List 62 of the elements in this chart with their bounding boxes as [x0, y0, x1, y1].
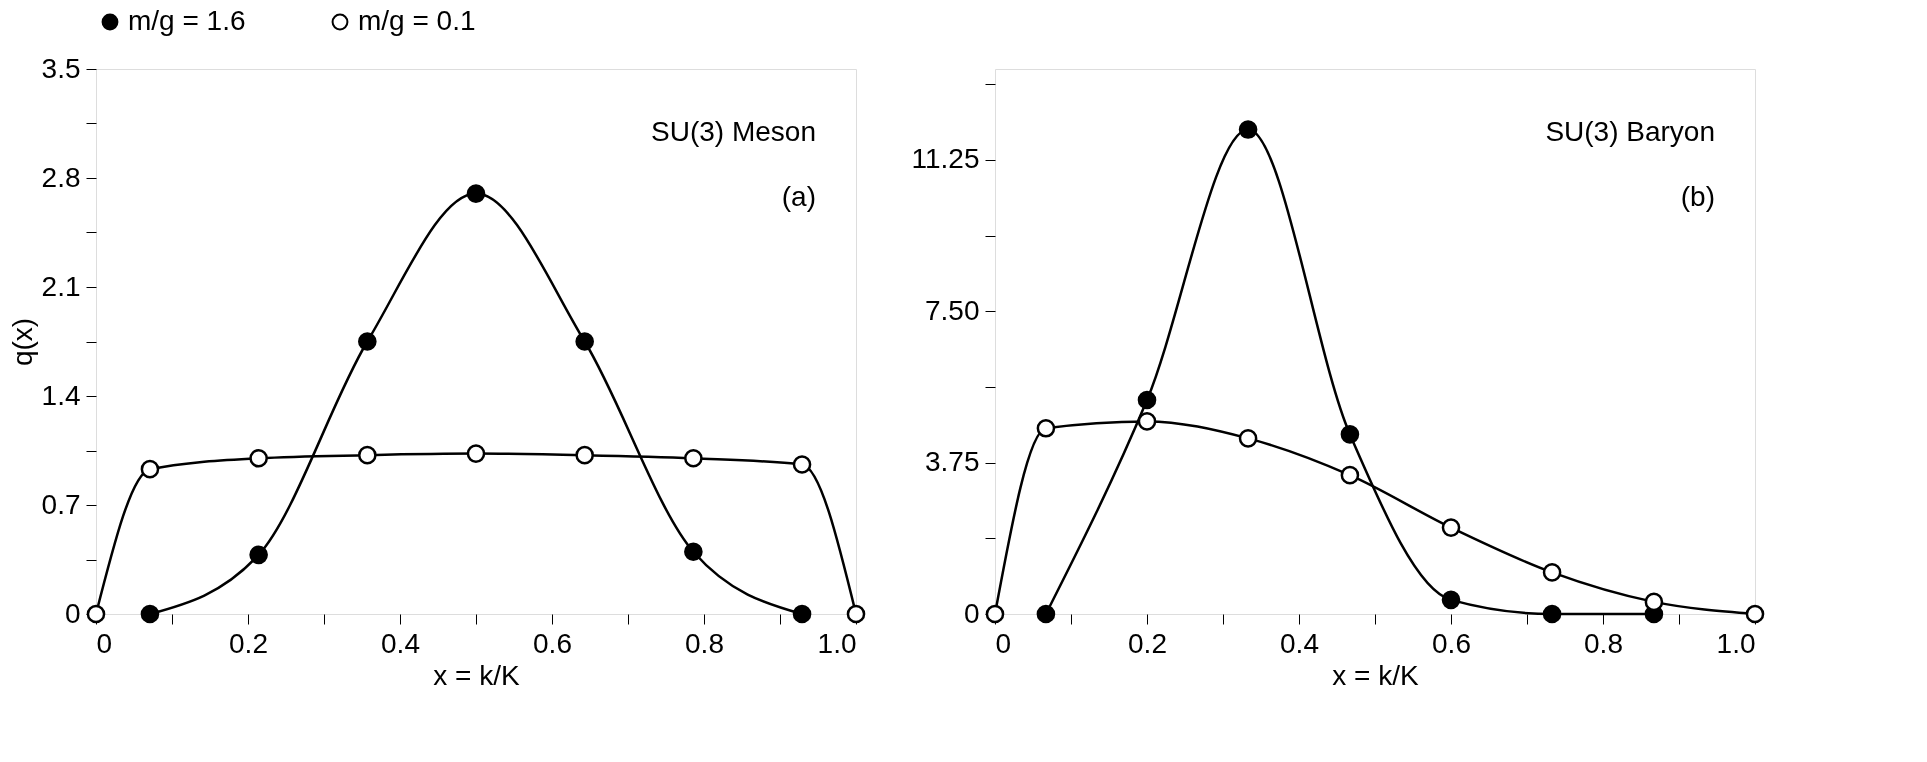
point [1644, 592, 1664, 612]
legend-label: m/g = 0.1 [358, 5, 476, 36]
point [140, 604, 160, 624]
point [1137, 412, 1157, 431]
point [1542, 604, 1562, 624]
y-tick-label: 2.8 [41, 161, 81, 193]
point [1036, 419, 1056, 438]
point [1036, 604, 1056, 624]
annotation: SU(3) Baryon [1545, 116, 1715, 147]
x-tick-label: 1.0 [1716, 627, 1756, 659]
point [1745, 604, 1765, 624]
point [1542, 563, 1562, 582]
point [846, 604, 866, 624]
x-tick-label: 0 [995, 627, 1012, 659]
point [466, 444, 486, 463]
x-tick-label: 0.6 [1432, 627, 1471, 659]
x-tick-label: 0.6 [533, 627, 572, 659]
point [792, 455, 812, 474]
x-tick-label: 0.2 [1128, 627, 1167, 659]
y-tick-label: 11.25 [911, 143, 980, 175]
point [1137, 390, 1157, 410]
point [466, 184, 486, 203]
x-axis-title: x = k/K [1332, 659, 1419, 691]
y-tick-label: 0 [963, 597, 980, 629]
point [249, 545, 268, 565]
point [86, 604, 106, 624]
point [1238, 429, 1258, 448]
point [358, 445, 377, 465]
point [575, 445, 594, 465]
x-tick-label: 0.8 [1584, 627, 1623, 659]
y-tick-label: 3.75 [925, 446, 980, 478]
x-tick-label: 1.0 [817, 627, 857, 659]
point [249, 448, 268, 468]
annotation: SU(3) Meson [651, 116, 816, 147]
point [684, 448, 703, 468]
x-tick-label: 0 [96, 627, 113, 659]
point [1441, 518, 1461, 537]
point [985, 604, 1005, 624]
y-tick-label: 0.7 [41, 488, 81, 520]
point [1340, 425, 1360, 444]
y-tick-label: 2.1 [41, 270, 81, 302]
point [792, 604, 812, 624]
annotation: (b) [1680, 181, 1715, 212]
y-tick-label: 3.5 [41, 52, 81, 84]
point [1441, 590, 1461, 610]
y-tick-label: 0 [64, 597, 81, 629]
x-axis-title: x = k/K [433, 659, 520, 691]
y-tick-label: 7.50 [925, 294, 980, 326]
point [684, 542, 703, 562]
point [575, 332, 594, 351]
point [140, 459, 160, 479]
x-tick-label: 0.4 [1280, 627, 1319, 659]
legend-label: m/g = 1.6 [128, 5, 246, 36]
x-tick-label: 0.4 [381, 627, 420, 659]
x-tick-label: 0.8 [685, 627, 724, 659]
y-tick-label: 1.4 [41, 379, 81, 411]
point [358, 332, 377, 351]
x-tick-label: 0.2 [229, 627, 268, 659]
annotation: (a) [781, 181, 816, 212]
y-axis-title: q(x) [6, 317, 38, 367]
point [1340, 465, 1360, 485]
point [1238, 120, 1258, 139]
